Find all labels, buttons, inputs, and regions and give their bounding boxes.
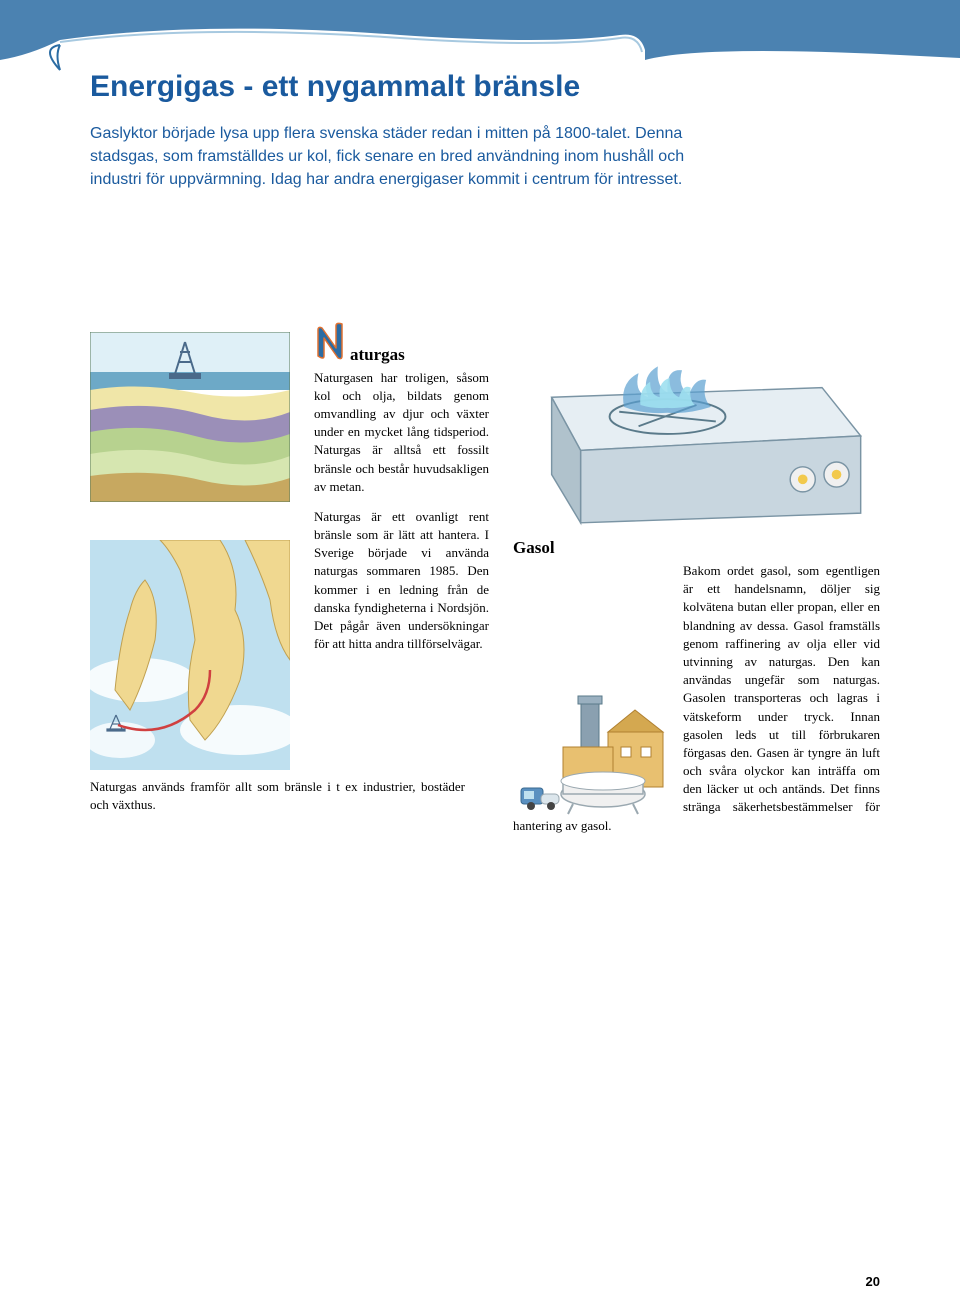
content-columns: Naturgas används framför allt som bränsl… [90,332,880,835]
gasol-heading: Gasol [513,538,880,558]
intro-paragraph: Gaslyktor började lysa upp flera svenska… [90,122,710,192]
illustration-gas-stove [513,320,880,532]
left-column: Naturgas används framför allt som bränsl… [90,332,290,835]
naturgas-paragraph-2: Naturgas är ett ovanligt rent bränsle so… [314,508,489,654]
illustration-factory-truck [513,692,678,817]
right-column: Gasol Bakom ordet gasol, som egentligen … [513,332,880,835]
dropcap-n-icon [314,322,348,360]
middle-column: aturgas Naturgasen har troligen, såsom k… [314,332,489,835]
page-title: Energigas - ett nygammalt bränsle [90,70,880,104]
naturgas-paragraph-1: Naturgasen har troligen, såsom kol och o… [314,369,489,496]
gasol-body-wrap: Bakom ordet gasol, som egentligen är ett… [513,562,880,835]
page-number: 20 [866,1274,880,1289]
naturgas-heading: aturgas [350,345,405,364]
illustration-geological-strata [90,332,290,502]
illustration-nordic-map [90,540,290,770]
